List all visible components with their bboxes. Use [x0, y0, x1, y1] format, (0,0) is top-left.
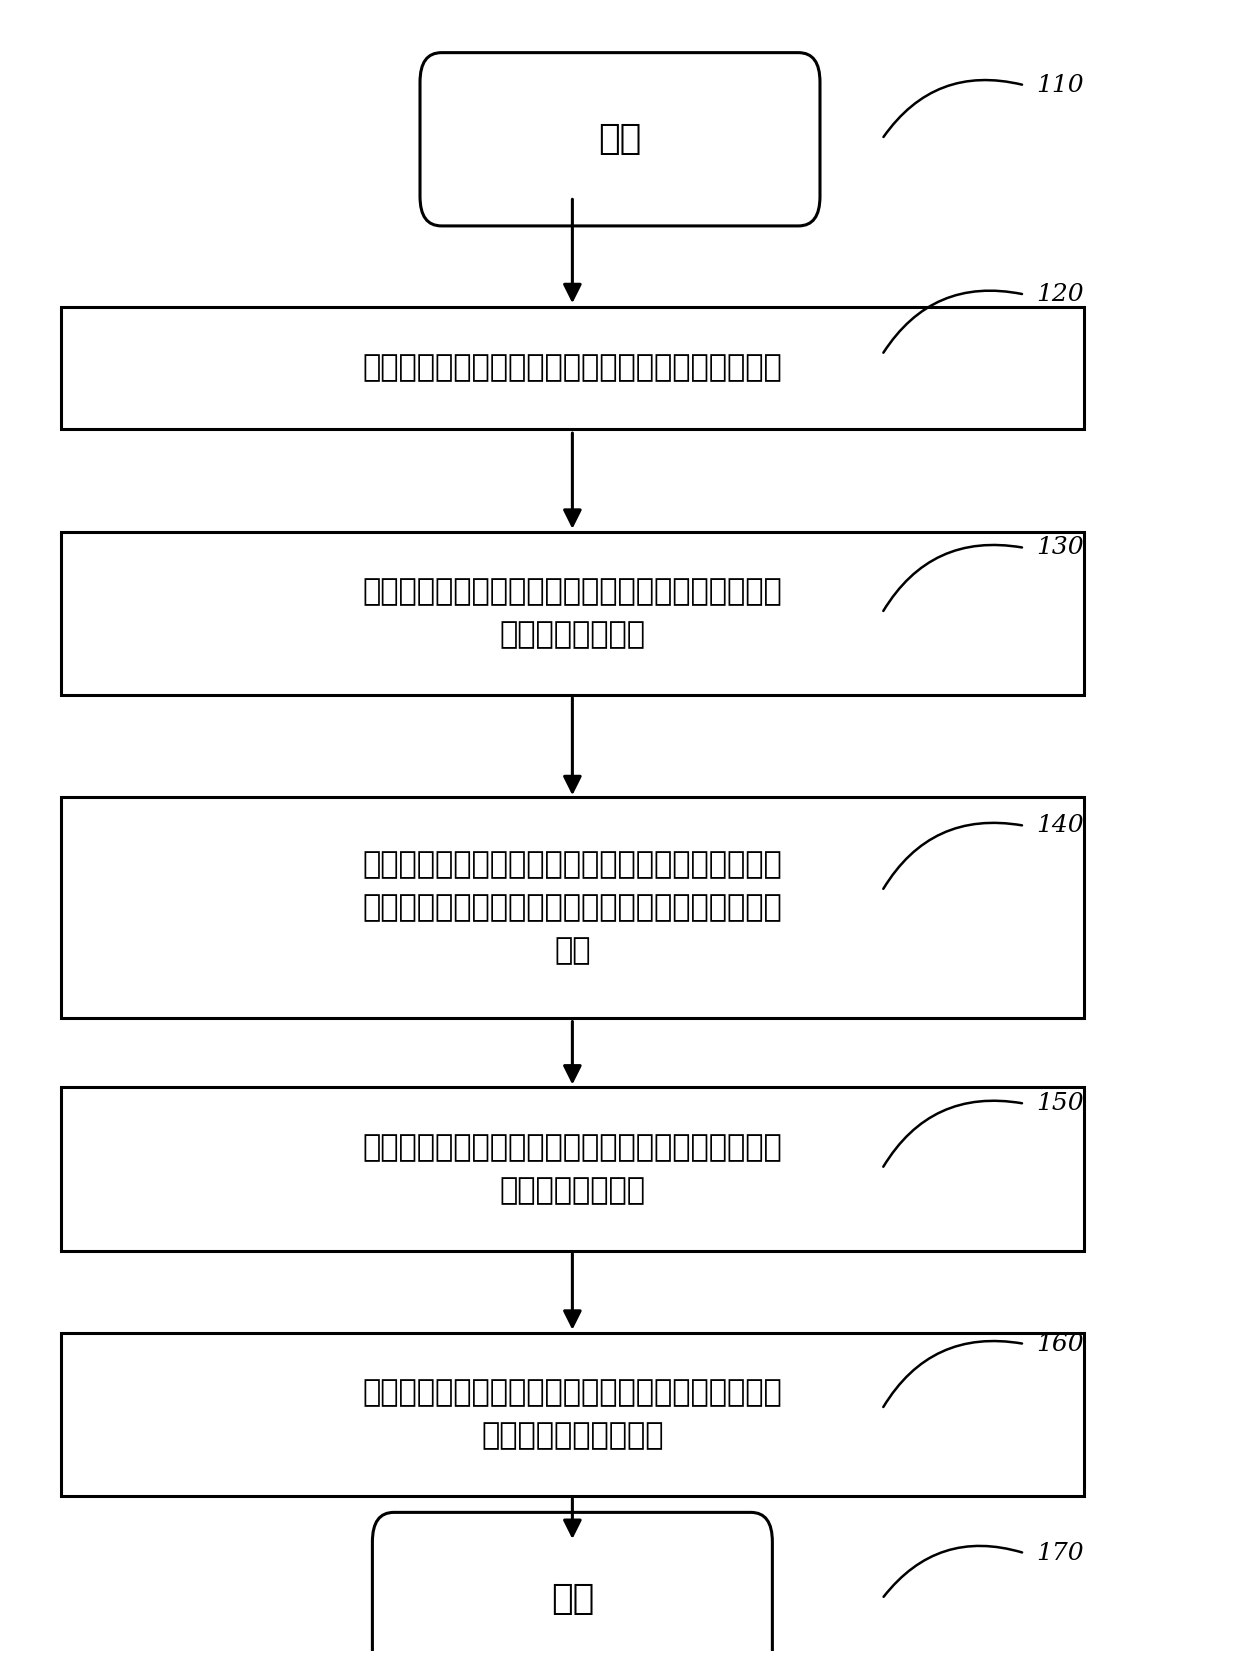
- Bar: [61, 532, 1084, 696]
- FancyBboxPatch shape: [420, 53, 820, 225]
- Text: 根据每块单元准直镜的面型参数，拟合获得每块单元
准直镜对应于相应理想抛物面准直镜单元的球面曲率
半径: 根据每块单元准直镜的面型参数，拟合获得每块单元 准直镜对应于相应理想抛物面准直镜…: [362, 851, 782, 964]
- Bar: [61, 1088, 1084, 1251]
- Text: 170: 170: [1037, 1541, 1084, 1565]
- Bar: [61, 307, 1084, 429]
- Bar: [61, 1333, 1084, 1496]
- Text: 160: 160: [1037, 1333, 1084, 1356]
- Text: 根据太阳模拟器的设计要求，确定准直镜的面型参数: 根据太阳模拟器的设计要求，确定准直镜的面型参数: [362, 354, 782, 382]
- Text: 140: 140: [1037, 814, 1084, 837]
- Text: 120: 120: [1037, 284, 1084, 305]
- Text: 结束: 结束: [551, 1581, 594, 1616]
- Text: 将所述准直镜分割成多块单元准直镜，确定每块单元
准直镜的面型参数: 将所述准直镜分割成多块单元准直镜，确定每块单元 准直镜的面型参数: [362, 577, 782, 649]
- Text: 130: 130: [1037, 537, 1084, 559]
- Text: 110: 110: [1037, 73, 1084, 97]
- Text: 开始: 开始: [599, 122, 641, 157]
- Text: 基于拟合获得的球面曲率半径将每块单元准直镜设计
为球面单元准直镜: 基于拟合获得的球面曲率半径将每块单元准直镜设计 为球面单元准直镜: [362, 1133, 782, 1204]
- Bar: [61, 797, 1084, 1017]
- Text: 150: 150: [1037, 1093, 1084, 1116]
- FancyBboxPatch shape: [372, 1513, 773, 1668]
- Text: 将获得的所有球面单元准直镜按位置对应关系进行拼
接，获得最终的准直镜: 将获得的所有球面单元准直镜按位置对应关系进行拼 接，获得最终的准直镜: [362, 1378, 782, 1449]
